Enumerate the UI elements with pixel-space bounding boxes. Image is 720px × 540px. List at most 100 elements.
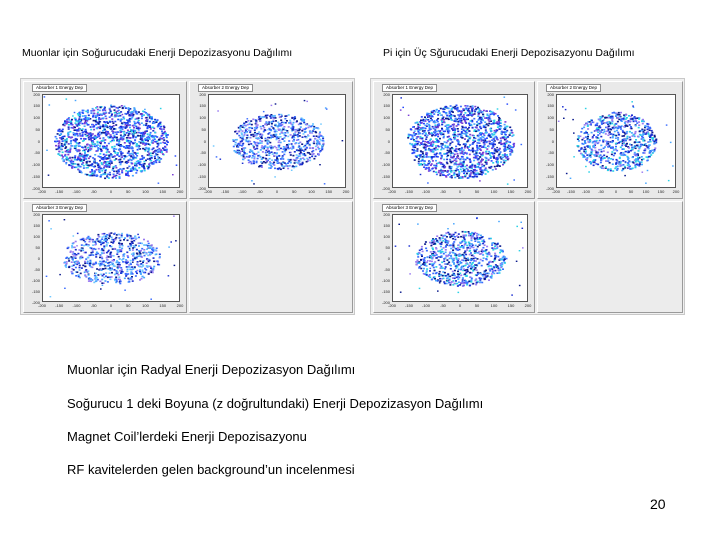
deposit-point: [436, 119, 438, 121]
deposit-point: [136, 162, 139, 165]
deposit-point: [70, 164, 73, 167]
deposit-point: [106, 262, 109, 264]
deposit-point: [265, 117, 268, 119]
deposit-point: [624, 133, 627, 135]
deposit-point: [99, 106, 102, 109]
deposit-point: [442, 136, 445, 139]
deposit-point: [86, 260, 89, 263]
deposit-point: [472, 176, 475, 179]
y-tick-label: -100: [31, 162, 40, 167]
deposit-point: [127, 245, 130, 248]
deposit-point: [291, 123, 294, 126]
deposit-point: [78, 269, 81, 271]
deposit-point: [151, 252, 154, 254]
deposit-point: [419, 135, 422, 138]
deposit-point: [76, 263, 79, 266]
deposit-point: [460, 110, 462, 113]
deposit-point: [132, 252, 135, 254]
deposit-point: [278, 116, 281, 119]
deposit-point: [491, 169, 494, 171]
deposit-point: [129, 168, 132, 170]
deposit-point: [120, 154, 123, 156]
deposit-point: [77, 127, 80, 130]
deposit-point: [600, 150, 603, 153]
deposit-point: [411, 148, 414, 151]
deposit-point: [94, 154, 97, 156]
deposit-point: [271, 146, 274, 148]
deposit-point: [108, 116, 111, 118]
deposit-point: [450, 166, 453, 168]
deposit-point: [113, 128, 116, 130]
deposit-point: [87, 278, 90, 280]
deposit-point: [311, 125, 314, 127]
deposit-point: [482, 133, 485, 135]
deposit-point: [259, 125, 262, 128]
deposit-point: [582, 143, 585, 145]
deposit-point: [110, 267, 113, 270]
deposit-point: [419, 121, 422, 123]
deposit-point: [64, 287, 66, 289]
deposit-point: [109, 110, 112, 112]
deposit-point: [468, 124, 471, 127]
deposit-point: [95, 162, 98, 165]
deposit-point: [124, 261, 127, 263]
deposit-point: [627, 146, 630, 148]
deposit-point: [118, 250, 121, 252]
deposit-point: [317, 127, 320, 130]
deposit-point: [440, 162, 443, 164]
deposit-point: [589, 154, 592, 157]
deposit-point: [598, 125, 601, 127]
deposit-point: [158, 253, 161, 256]
deposit-point: [496, 138, 499, 141]
deposit-point: [442, 135, 445, 137]
deposit-point: [302, 128, 305, 131]
deposit-point: [148, 154, 151, 157]
deposit-point: [156, 261, 159, 263]
deposit-point: [60, 144, 63, 147]
deposit-point: [156, 158, 159, 161]
deposit-point: [446, 162, 449, 165]
deposit-point: [468, 149, 470, 151]
deposit-point: [272, 115, 275, 118]
deposit-point: [509, 154, 512, 156]
deposit-point: [126, 251, 129, 254]
deposit-point: [113, 134, 116, 137]
deposit-point: [505, 138, 507, 140]
deposit-point: [135, 117, 138, 120]
deposit-point: [423, 166, 426, 168]
deposit-point: [641, 163, 643, 166]
deposit-point: [440, 132, 443, 134]
deposit-point: [309, 138, 312, 141]
deposit-point: [132, 258, 134, 261]
deposit-point: [608, 162, 611, 164]
deposit-point: [109, 267, 111, 269]
deposit-point: [647, 127, 650, 129]
deposit-point: [287, 126, 290, 128]
deposit-point: [498, 128, 501, 130]
deposit-point: [272, 116, 275, 119]
deposit-point: [72, 251, 75, 253]
deposit-point: [59, 148, 62, 150]
muon-absorber-1-pad: Absorber 1 Energy Dep 200 150 100 50 0 -50 -100…: [23, 81, 187, 199]
deposit-point: [91, 143, 94, 146]
deposit-point: [441, 128, 444, 131]
deposit-point: [149, 154, 152, 157]
deposit-point: [79, 133, 81, 136]
deposit-point: [121, 107, 124, 110]
deposit-point: [470, 123, 473, 126]
deposit-point: [140, 266, 143, 268]
deposit-point: [492, 162, 495, 164]
deposit-point: [431, 145, 434, 147]
deposit-point: [636, 135, 639, 138]
deposit-point: [590, 119, 593, 122]
deposit-point: [74, 158, 77, 161]
deposit-point: [89, 126, 92, 128]
deposit-point: [462, 129, 465, 132]
deposit-point: [80, 244, 83, 246]
deposit-point: [263, 116, 266, 118]
deposit-point: [503, 142, 506, 145]
deposit-point: [120, 268, 123, 271]
deposit-point: [105, 241, 108, 244]
deposit-point: [654, 147, 657, 149]
deposit-point: [268, 154, 271, 156]
